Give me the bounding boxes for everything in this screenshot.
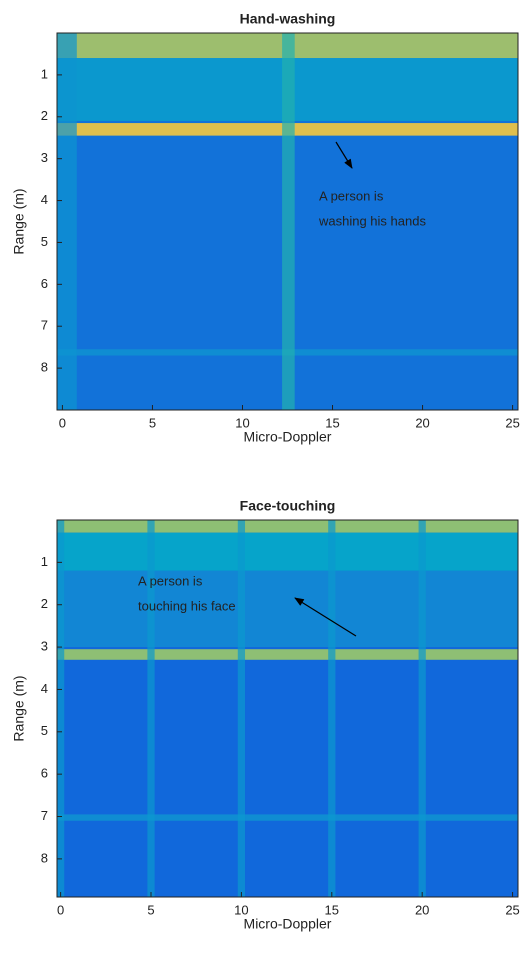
heatmap-column-band (147, 520, 155, 897)
chart-title: Hand-washing (240, 11, 336, 27)
axes-box (56, 519, 519, 898)
y-axis-label: Range (m) (11, 188, 27, 254)
y-tick-label: 2 (41, 108, 48, 123)
heatmap-column-band (282, 33, 295, 410)
y-tick-label: 7 (41, 808, 48, 823)
y-tick-label: 2 (41, 596, 48, 611)
heatmap-row-band (57, 520, 518, 533)
y-tick-label: 6 (41, 276, 48, 291)
x-tick-label: 20 (415, 415, 429, 430)
x-tick-label: 10 (234, 902, 248, 917)
y-tick-label: 5 (41, 723, 48, 738)
y-tick-label: 7 (41, 318, 48, 333)
heatmap-row-band (57, 814, 518, 821)
x-tick-label: 25 (505, 902, 519, 917)
heatmap-column-band (418, 520, 426, 897)
x-tick-label: 5 (149, 415, 156, 430)
y-tick-label: 4 (41, 681, 48, 696)
x-tick-label: 0 (59, 415, 66, 430)
y-tick-label: 6 (41, 766, 48, 781)
y-tick-label: 8 (41, 360, 48, 375)
annotation: A person is (138, 573, 203, 588)
x-tick-label: 5 (147, 902, 154, 917)
annotation-arrow (294, 597, 357, 637)
y-tick-label: 3 (41, 639, 48, 654)
y-tick-label: 8 (41, 850, 48, 865)
y-tick-label: 1 (41, 554, 48, 569)
x-axis-label: Micro-Doppler (244, 916, 332, 932)
annotation-arrow (335, 141, 353, 169)
heatmap-column-band (328, 520, 336, 897)
y-tick-label: 1 (41, 66, 48, 81)
x-tick-label: 15 (325, 415, 339, 430)
annotation: touching his face (138, 598, 236, 613)
heatmap-column-band (57, 33, 77, 410)
chart-title: Face-touching (240, 498, 336, 514)
heatmap-column-band (57, 520, 65, 897)
y-tick-label: 5 (41, 234, 48, 249)
annotation: washing his hands (318, 213, 426, 228)
x-tick-label: 20 (415, 902, 429, 917)
y-axis-label: Range (m) (11, 675, 27, 741)
y-tick-label: 3 (41, 150, 48, 165)
heatmap-column-band (237, 520, 246, 897)
x-axis-label: Micro-Doppler (244, 429, 332, 445)
heatmap-row-band (57, 649, 518, 660)
heatmap-row-band (57, 570, 518, 648)
axes-box (56, 32, 519, 411)
annotation: A person is (319, 188, 384, 203)
heatmap-row-band (57, 532, 518, 571)
x-tick-label: 0 (57, 902, 64, 917)
x-tick-label: 25 (505, 415, 519, 430)
x-tick-label: 15 (325, 902, 339, 917)
x-tick-label: 10 (235, 415, 249, 430)
y-tick-label: 4 (41, 192, 48, 207)
